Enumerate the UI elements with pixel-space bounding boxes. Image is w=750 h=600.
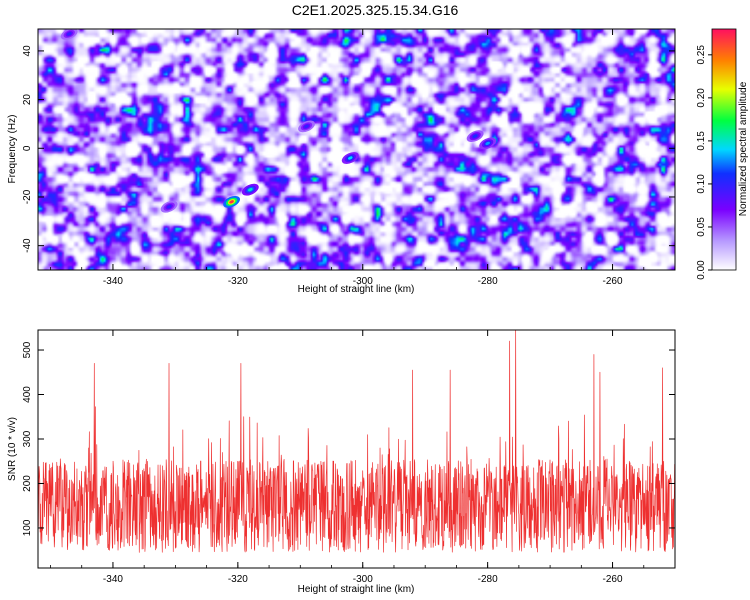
heatmap-y-tick-label: 40 bbox=[22, 45, 33, 57]
heatmap-xlabel: Height of straight line (km) bbox=[298, 284, 415, 295]
heatmap-y-tick-label: -20 bbox=[22, 189, 33, 204]
snr-ylabel: SNR (10 * v/v) bbox=[7, 417, 18, 481]
colorbar-tick-label: 0.00 bbox=[696, 260, 707, 280]
snr-y-tick-label: 200 bbox=[22, 475, 33, 492]
heatmap-panel: -340 -320 -300 -280 -260 -40 -20 0 20 40 Height o… bbox=[7, 28, 676, 295]
snr-xlabel: Height of straight line (km) bbox=[298, 584, 415, 595]
colorbar-gradient bbox=[711, 28, 737, 271]
heatmap-image bbox=[38, 29, 675, 270]
colorbar: 0.00 0.05 0.10 0.15 0.20 0.25 Normalized spec… bbox=[696, 28, 749, 280]
heatmap-ylabel: Frequency (Hz) bbox=[7, 115, 18, 184]
snr-x-tick-label: -280 bbox=[478, 574, 498, 585]
colorbar-label: Normalized spectral amplitude bbox=[738, 81, 749, 216]
heatmap-hotspot bbox=[298, 120, 315, 133]
snr-x-tick-label: -320 bbox=[228, 574, 248, 585]
heatmap-hotspot bbox=[60, 29, 78, 40]
heatmap-hotspot bbox=[223, 195, 241, 208]
snr-x-tick-label: -300 bbox=[353, 574, 373, 585]
heatmap-hotspot bbox=[241, 183, 259, 196]
heatmap-frame bbox=[37, 28, 676, 271]
chart-title: C2E1.2025.325.15.34.G16 bbox=[291, 2, 459, 18]
heatmap-hotspot bbox=[341, 152, 359, 164]
snr-series-line bbox=[38, 330, 675, 553]
colorbar-tick-label: 0.05 bbox=[696, 217, 707, 237]
snr-y-tick-label: 300 bbox=[22, 430, 33, 447]
heatmap-hotspot bbox=[160, 200, 178, 213]
heatmap-x-tick-label: -260 bbox=[603, 276, 623, 287]
snr-panel: -340 -320 -300 -280 -260 100 200 300 400 500 Heig… bbox=[7, 329, 676, 595]
snr-x-tick-label: -260 bbox=[603, 574, 623, 585]
heatmap-x-tick-label: -280 bbox=[478, 276, 498, 287]
heatmap-x-tick-label: -320 bbox=[228, 276, 248, 287]
colorbar-tick-label: 0.20 bbox=[696, 88, 707, 108]
colorbar-tick-label: 0.15 bbox=[696, 131, 707, 151]
heatmap-y-tick-label: 0 bbox=[22, 145, 33, 151]
heatmap-y-tick-label: 20 bbox=[22, 94, 33, 106]
snr-y-tick-label: 400 bbox=[22, 386, 33, 403]
heatmap-x-tick-label: -340 bbox=[103, 276, 123, 287]
colorbar-tick-label: 0.10 bbox=[696, 174, 707, 194]
heatmap-y-tick-label: -40 bbox=[22, 238, 33, 253]
heatmap-hotspot bbox=[479, 137, 497, 150]
heatmap-x-tick-label: -300 bbox=[353, 276, 373, 287]
snr-y-tick-label: 500 bbox=[22, 341, 33, 358]
snr-x-tick-label: -340 bbox=[103, 574, 123, 585]
snr-frame bbox=[37, 329, 676, 569]
snr-y-tick-label: 100 bbox=[22, 519, 33, 536]
heatmap-hotspot bbox=[466, 130, 484, 143]
colorbar-tick-label: 0.25 bbox=[696, 45, 707, 65]
